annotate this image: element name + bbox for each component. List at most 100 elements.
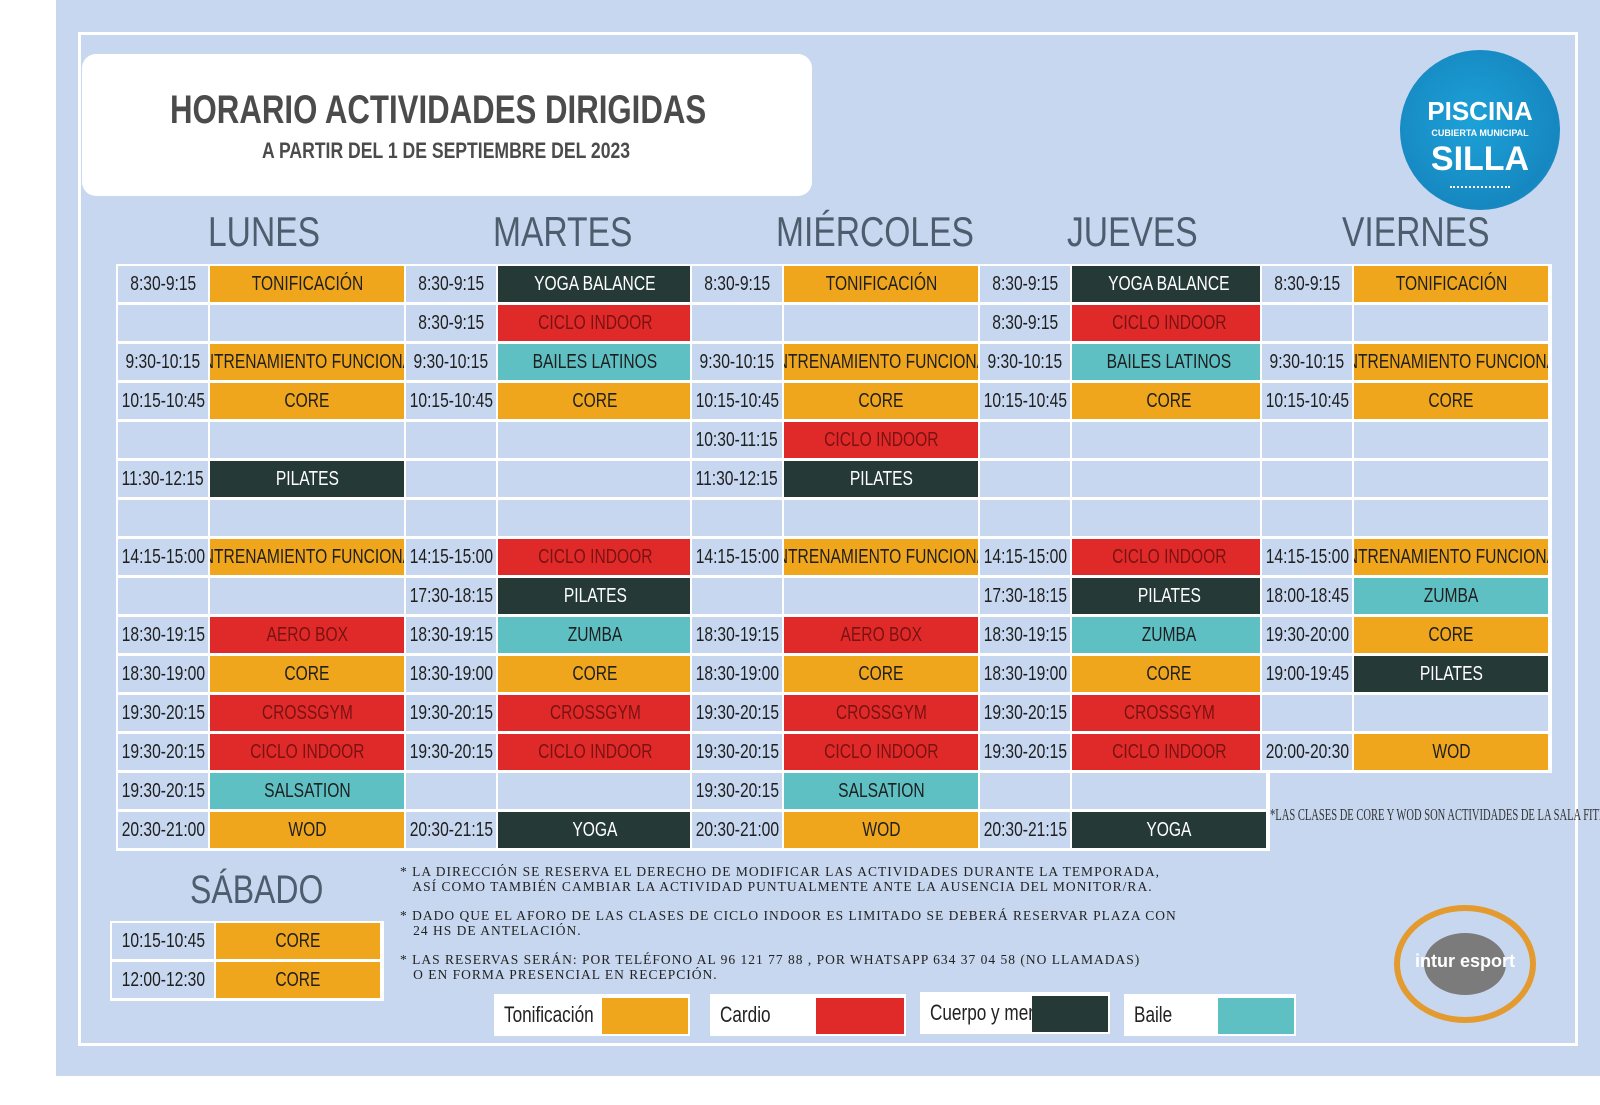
day-title-fri: VIERNES (1342, 208, 1490, 255)
day-title-sat: SÁBADO (190, 868, 324, 912)
time-cell: 9:30-10:15 (118, 344, 208, 380)
time-cell: 18:30-19:15 (118, 617, 208, 653)
legend-label: Tonificación (504, 1002, 594, 1027)
note-reservations: * LAS RESERVAS SERÁN: POR TELÉFONO AL 96… (400, 952, 1141, 982)
activity-cell (1354, 422, 1548, 458)
activity-cell: ENTRENAMIENTO FUNCIONAL (210, 539, 404, 575)
activity-cell: PILATES (1072, 578, 1266, 614)
time-cell: 8:30-9:15 (980, 305, 1070, 341)
time-cell: 20:30-21:15 (980, 812, 1070, 848)
activity-cell: CORE (1072, 383, 1266, 419)
time-cell: 10:15-10:45 (118, 383, 208, 419)
activity-cell: ZUMBA (1072, 617, 1266, 653)
time-cell: 18:30-19:00 (406, 656, 496, 692)
time-cell: 10:15-10:45 (980, 383, 1070, 419)
logo-line-3: SILLA (1430, 140, 1530, 178)
wave-icon (1450, 180, 1510, 188)
legend-swatch (816, 998, 904, 1034)
activity-cell: TONIFICACIÓN (784, 266, 978, 302)
time-cell (692, 305, 782, 341)
time-cell (980, 422, 1070, 458)
activity-cell (210, 500, 404, 536)
activity-cell: CORE (1354, 617, 1548, 653)
activity-cell: CICLO INDOOR (784, 734, 978, 770)
fitness-footnote: *LAS CLASES DE CORE Y WOD SON ACTIVIDADE… (1270, 805, 1600, 824)
time-cell: 19:30-20:15 (980, 734, 1070, 770)
time-cell: 10:15-10:45 (1262, 383, 1352, 419)
time-cell (406, 422, 496, 458)
activity-cell (784, 500, 978, 536)
activity-cell: WOD (210, 812, 404, 848)
activity-cell: CORE (216, 923, 380, 959)
stamp-inner (1424, 933, 1506, 995)
activity-cell: ENTRENAMIENTO FUNCIONAL (784, 539, 978, 575)
activity-cell: TONIFICACIÓN (210, 266, 404, 302)
time-cell: 17:30-18:15 (406, 578, 496, 614)
time-cell: 10:15-10:45 (406, 383, 496, 419)
activity-cell: PILATES (1354, 656, 1548, 692)
time-cell (118, 305, 208, 341)
poster-frame (78, 32, 1578, 1046)
time-cell: 10:30-11:15 (692, 422, 782, 458)
time-cell: 20:00-20:30 (1262, 734, 1352, 770)
day-title-tue: MARTES (493, 208, 633, 255)
time-cell: 8:30-9:15 (406, 305, 496, 341)
activity-cell: CORE (216, 962, 380, 998)
intur-esport-stamp: intur esport (1394, 905, 1536, 1023)
activity-cell: CORE (498, 656, 692, 692)
logo-line-2: CUBIERTA MUNICIPAL (1431, 128, 1529, 138)
time-cell (980, 500, 1070, 536)
time-cell: 19:30-20:15 (118, 695, 208, 731)
time-cell (118, 578, 208, 614)
time-cell (406, 461, 496, 497)
time-cell (1262, 461, 1352, 497)
activity-cell: CORE (210, 383, 404, 419)
stamp-text: intur esport (1414, 951, 1515, 971)
time-cell (1262, 695, 1352, 731)
activity-cell: PILATES (784, 461, 978, 497)
time-cell: 19:00-19:45 (1262, 656, 1352, 692)
time-cell: 9:30-10:15 (980, 344, 1070, 380)
time-cell: 8:30-9:15 (692, 266, 782, 302)
day-title-wed: MIÉRCOLES (776, 208, 974, 255)
legend-cardio: Cardio (710, 994, 906, 1036)
activity-cell: CICLO INDOOR (1072, 539, 1266, 575)
legend-swatch (1218, 998, 1294, 1034)
legend-baile: Baile (1124, 994, 1296, 1036)
activity-cell (1072, 773, 1266, 809)
activity-cell: ENTRENAMIENTO FUNCIONAL (1354, 344, 1548, 380)
time-cell: 20:30-21:15 (406, 812, 496, 848)
title-box (82, 54, 812, 196)
time-cell: 9:30-10:15 (692, 344, 782, 380)
activity-cell: AERO BOX (784, 617, 978, 653)
page-title: HORARIO ACTIVIDADES DIRIGIDAS (170, 88, 707, 132)
time-cell: 18:30-19:15 (406, 617, 496, 653)
activity-cell: CICLO INDOOR (1072, 734, 1266, 770)
activity-cell: AERO BOX (210, 617, 404, 653)
time-cell: 18:00-18:45 (1262, 578, 1352, 614)
time-cell: 12:00-12:30 (112, 962, 214, 998)
activity-cell: TONIFICACIÓN (1354, 266, 1548, 302)
activity-cell: PILATES (210, 461, 404, 497)
time-cell: 11:30-12:15 (118, 461, 208, 497)
time-cell (692, 578, 782, 614)
activity-cell: WOD (784, 812, 978, 848)
legend-cuerpo-y-mente: Cuerpo y mente (920, 992, 1110, 1034)
activity-cell: CROSSGYM (210, 695, 404, 731)
activity-cell (498, 500, 692, 536)
time-cell: 9:30-10:15 (406, 344, 496, 380)
activity-cell: CICLO INDOOR (784, 422, 978, 458)
activity-cell: CROSSGYM (498, 695, 692, 731)
activity-cell (1354, 305, 1548, 341)
logo-line-1: PISCINA (1427, 96, 1533, 126)
activity-cell (1354, 500, 1548, 536)
time-cell (1262, 305, 1352, 341)
activity-cell (498, 773, 692, 809)
activity-cell: CORE (784, 383, 978, 419)
activity-cell (210, 422, 404, 458)
legend-tonificacion: Tonificación (494, 994, 690, 1036)
time-cell: 8:30-9:15 (1262, 266, 1352, 302)
time-cell: 19:30-20:15 (692, 734, 782, 770)
activity-cell: CICLO INDOOR (1072, 305, 1266, 341)
time-cell: 10:15-10:45 (112, 923, 214, 959)
